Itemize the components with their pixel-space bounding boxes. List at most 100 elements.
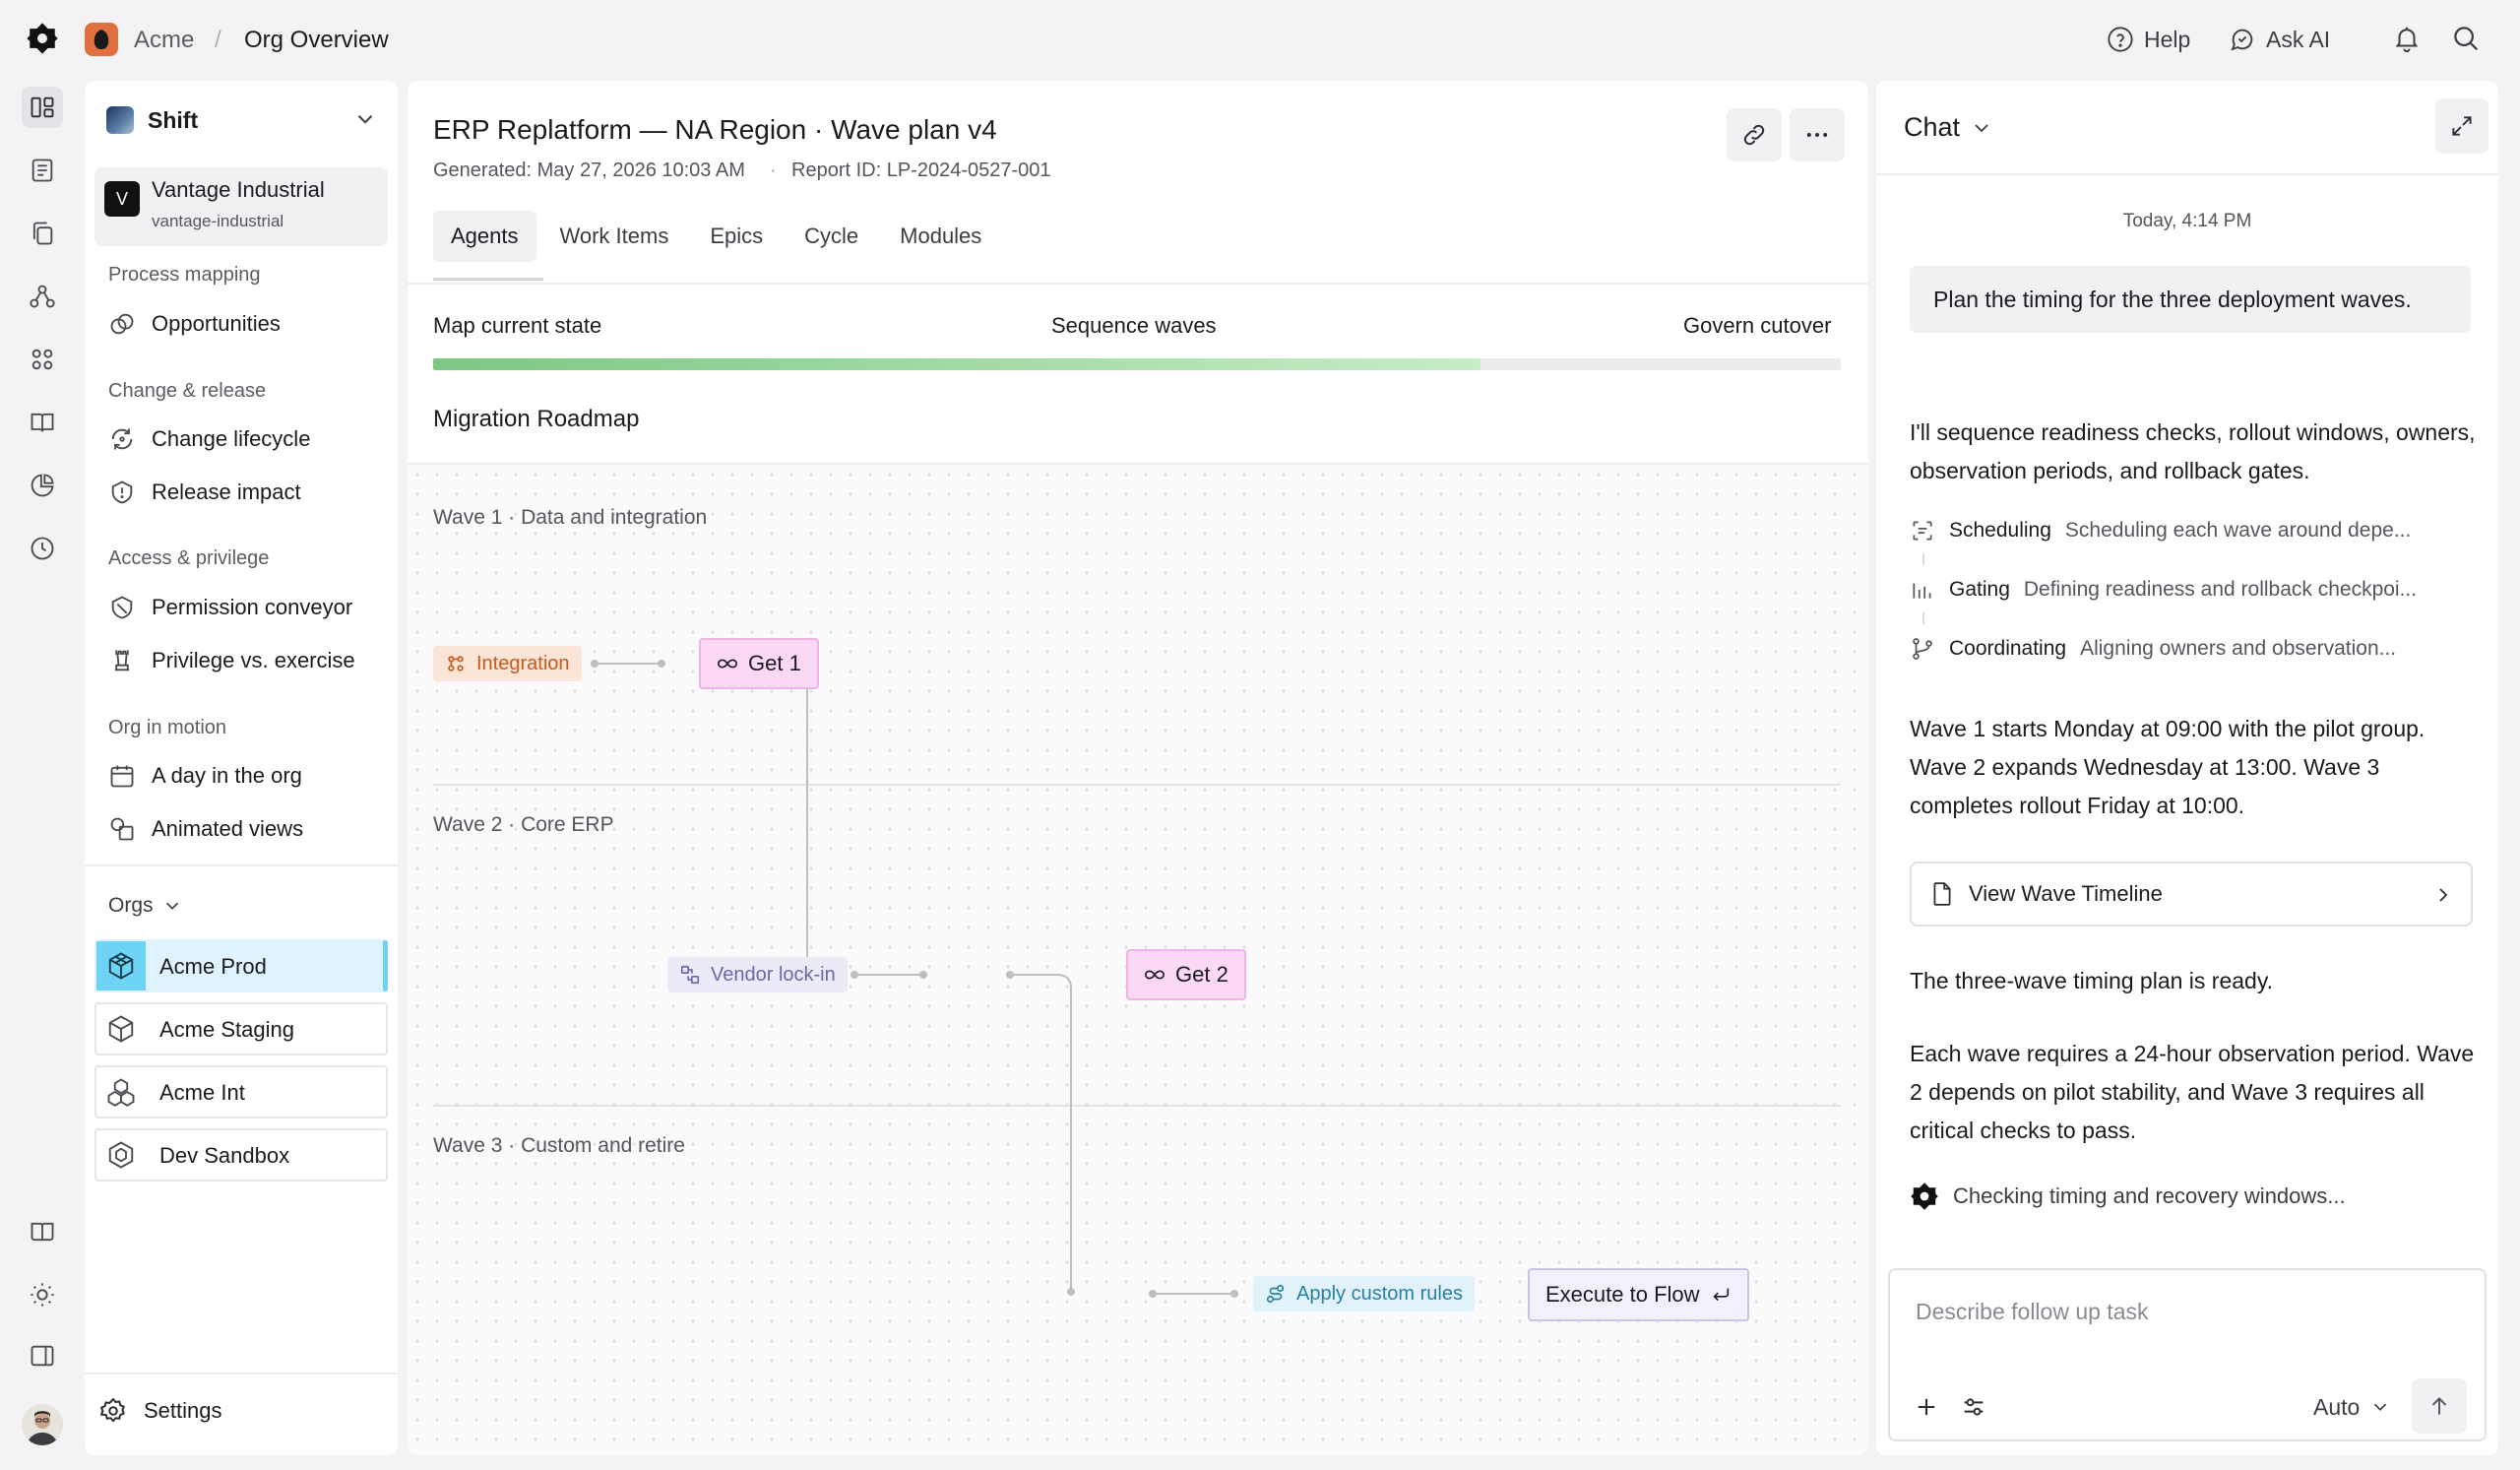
- rail-analytics[interactable]: [22, 465, 63, 506]
- rail-dashboard[interactable]: [22, 87, 63, 128]
- header-divider: [408, 283, 1868, 285]
- org-avatar[interactable]: [85, 23, 118, 56]
- org-row-dev-sandbox[interactable]: Dev Sandbox: [94, 1128, 388, 1182]
- panel-icon: [29, 1342, 56, 1370]
- node-get-2[interactable]: Get 2: [1126, 949, 1246, 1000]
- sun-icon: [29, 1281, 56, 1309]
- node-integration[interactable]: Integration: [433, 646, 582, 681]
- rail-flow[interactable]: [22, 276, 63, 317]
- stage-govern-cutover: Govern cutover: [1683, 313, 1832, 338]
- chevron-down-icon: [352, 106, 378, 132]
- node-label: Get 1: [748, 651, 801, 675]
- org-icon-box: [96, 1067, 146, 1117]
- step-coordinating[interactable]: Coordinating Aligning owners and observa…: [1910, 632, 2481, 666]
- rail-copy[interactable]: [22, 213, 63, 254]
- settings-button[interactable]: Settings: [98, 1396, 222, 1426]
- rail-library[interactable]: [22, 402, 63, 443]
- orgs-toggle[interactable]: Orgs: [108, 894, 183, 918]
- org-row-acme-staging[interactable]: Acme Staging: [94, 1002, 388, 1055]
- model-value: Auto: [2313, 1393, 2361, 1420]
- gear-icon: [98, 1396, 128, 1426]
- chat-selector[interactable]: Chat: [1904, 112, 1993, 143]
- generated-timestamp: Generated: May 27, 2026 10:03 AM: [433, 160, 745, 181]
- integration-icon: [445, 653, 467, 674]
- apps-grid-icon: [29, 346, 56, 373]
- account-card[interactable]: V Vantage Industrial vantage-industrial: [94, 167, 388, 246]
- workspace-name: Shift: [148, 106, 199, 133]
- node-label: Get 2: [1175, 962, 1228, 987]
- rail-panel[interactable]: [22, 1335, 63, 1376]
- rail-apps[interactable]: [22, 339, 63, 380]
- account-handle: vantage-industrial: [152, 212, 284, 230]
- step-scheduling[interactable]: Scheduling Scheduling each wave around d…: [1910, 514, 2481, 547]
- rail-docs[interactable]: [22, 1211, 63, 1252]
- chess-icon: [108, 647, 136, 674]
- add-attachment-button[interactable]: [1908, 1388, 1945, 1426]
- model-select[interactable]: Auto: [2313, 1388, 2391, 1426]
- sidebar-item-label: Release impact: [152, 479, 301, 504]
- node-execute-to-flow[interactable]: Execute to Flow: [1528, 1268, 1749, 1321]
- section-label-change-release: Change & release: [108, 380, 267, 402]
- progress-fill: [433, 358, 1480, 370]
- tab-modules[interactable]: Modules: [900, 224, 982, 248]
- scan-icon: [1910, 518, 1935, 543]
- follow-up-input[interactable]: [1916, 1292, 2467, 1331]
- calendar-icon: [108, 762, 136, 790]
- node-get-1[interactable]: Get 1: [699, 638, 819, 689]
- main-panel: ERP Replatform — NA Region · Wave plan v…: [408, 81, 1868, 1455]
- copy-link-button[interactable]: [1727, 108, 1782, 161]
- sidebar-item-privilege-vs-exercise[interactable]: Privilege vs. exercise: [108, 644, 355, 677]
- rail-history[interactable]: [22, 528, 63, 569]
- bell-icon[interactable]: [2392, 24, 2422, 53]
- tab-epics[interactable]: Epics: [710, 224, 764, 248]
- rail-theme[interactable]: [22, 1274, 63, 1315]
- tab-work-items[interactable]: Work Items: [559, 224, 669, 248]
- flow-canvas[interactable]: Wave 1 · Data and integration Wave 2 · C…: [408, 463, 1868, 1455]
- workspace-thumbnail: [106, 106, 134, 134]
- send-button[interactable]: [2412, 1378, 2467, 1434]
- link-icon: [1740, 121, 1768, 149]
- search-icon[interactable]: [2451, 24, 2481, 53]
- tab-cycle[interactable]: Cycle: [804, 224, 859, 248]
- node-apply-custom-rules[interactable]: Apply custom rules: [1253, 1276, 1475, 1311]
- sidebar-item-label: Opportunities: [152, 311, 281, 336]
- sidebar-item-animated-views[interactable]: Animated views: [108, 812, 303, 846]
- chart-pie-icon: [29, 472, 56, 499]
- workspace-switcher[interactable]: Shift: [106, 102, 378, 138]
- step-gating[interactable]: Gating Defining readiness and rollback c…: [1910, 573, 2481, 607]
- more-options-button[interactable]: [1790, 108, 1845, 161]
- sidebar-item-permission-conveyor[interactable]: Permission conveyor: [108, 591, 352, 624]
- cube-grid-icon: [106, 951, 136, 981]
- org-row-acme-prod[interactable]: Acme Prod: [94, 939, 388, 992]
- sidebar-item-label: Privilege vs. exercise: [152, 648, 355, 672]
- org-row-acme-int[interactable]: Acme Int: [94, 1065, 388, 1118]
- options-button[interactable]: [1955, 1388, 1992, 1426]
- sidebar-item-day-in-org[interactable]: A day in the org: [108, 759, 302, 793]
- node-vendor-lock-in[interactable]: Vendor lock-in: [667, 957, 848, 992]
- roadmap-title: Migration Roadmap: [433, 406, 640, 432]
- breadcrumb-page[interactable]: Org Overview: [244, 27, 389, 53]
- sidebar-item-change-lifecycle[interactable]: Change lifecycle: [108, 422, 310, 456]
- breadcrumb-org[interactable]: Acme: [134, 27, 195, 53]
- sliders-icon: [1960, 1393, 1987, 1421]
- sidebar: Shift V Vantage Industrial vantage-indus…: [85, 81, 398, 1455]
- chevron-down-icon: [161, 895, 183, 917]
- section-label-org-in-motion: Org in motion: [108, 717, 227, 738]
- sidebar-item-label: Permission conveyor: [152, 595, 353, 619]
- ask-ai-button[interactable]: Ask AI: [2229, 24, 2330, 55]
- sidebar-item-opportunities[interactable]: Opportunities: [108, 307, 281, 341]
- chevron-right-icon: [2431, 883, 2455, 907]
- tab-agents[interactable]: Agents: [433, 211, 536, 262]
- help-button[interactable]: Help: [2107, 24, 2190, 55]
- sidebar-item-release-impact[interactable]: Release impact: [108, 476, 301, 509]
- expand-chat-button[interactable]: [2435, 98, 2488, 154]
- org-name: Acme Int: [159, 1080, 245, 1105]
- assistant-schedule: Wave 1 starts Monday at 09:00 with the p…: [1910, 716, 2426, 818]
- stage-sequence-waves: Sequence waves: [1051, 313, 1217, 338]
- sidebar-divider: [85, 864, 398, 866]
- view-wave-timeline-card[interactable]: View Wave Timeline: [1910, 862, 2473, 927]
- chat-bubble-icon: [2229, 26, 2256, 53]
- app-logo-icon[interactable]: [26, 22, 59, 55]
- user-avatar[interactable]: [22, 1404, 63, 1445]
- rail-documents[interactable]: [22, 150, 63, 191]
